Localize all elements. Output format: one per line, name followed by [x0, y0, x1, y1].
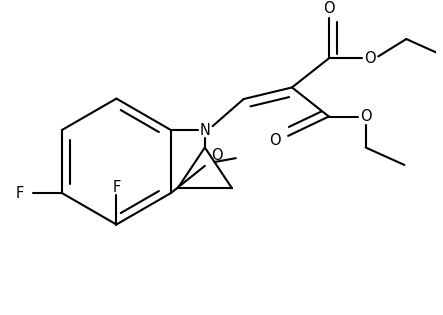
- Text: N: N: [199, 123, 210, 138]
- Text: O: O: [364, 51, 375, 66]
- Text: F: F: [112, 180, 120, 195]
- Text: F: F: [16, 186, 24, 201]
- Text: O: O: [269, 133, 280, 148]
- Text: O: O: [323, 2, 334, 16]
- Text: O: O: [212, 148, 223, 163]
- Text: O: O: [360, 109, 371, 124]
